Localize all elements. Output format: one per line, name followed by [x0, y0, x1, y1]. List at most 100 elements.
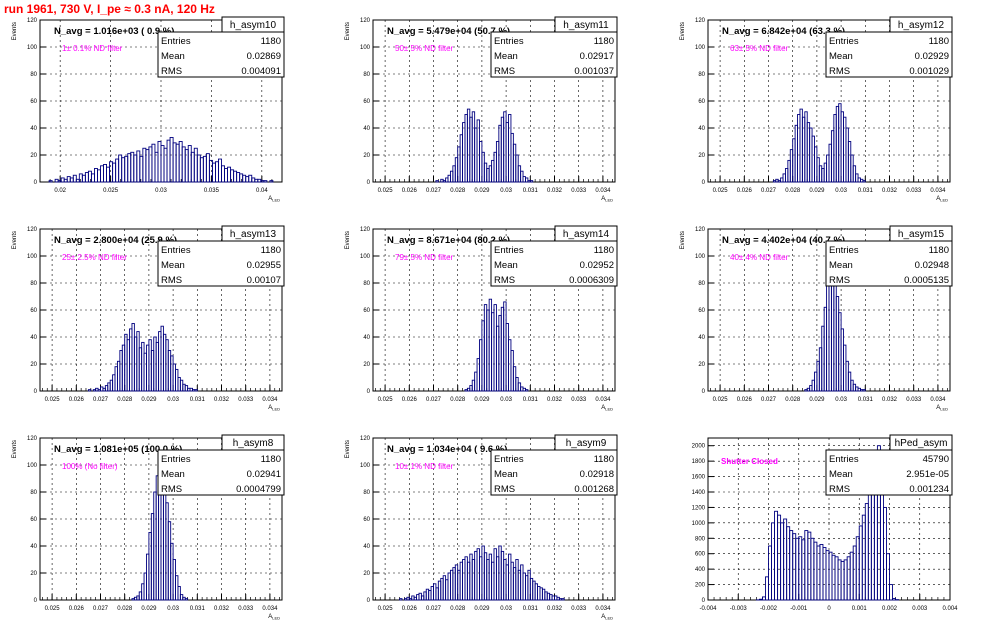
stats-key: Entries — [161, 245, 191, 256]
x-tick-label: 0.026 — [402, 188, 418, 194]
y-tick-label: 20 — [363, 153, 370, 159]
x-tick-label: 0.034 — [262, 606, 278, 612]
navg-label: N_avg = 8.671e+04 (80.2 %) — [387, 235, 510, 246]
y-tick-label: 120 — [27, 436, 38, 442]
histogram-name: h_asym14 — [563, 229, 610, 240]
panel-h_asym14: 0.025 0.026 0.027 0.028 0.029 0.03 0.031 0.032 0… — [345, 225, 618, 412]
y-axis-label: Events — [680, 22, 686, 40]
y-tick-label: 1800 — [692, 459, 706, 465]
stats-table — [490, 31, 618, 78]
x-tick-label: 0.029 — [141, 606, 157, 612]
x-tick-label: 0.04 — [256, 188, 268, 194]
x-tick-label: 0.032 — [547, 397, 563, 403]
x-tick-label: 0.03 — [835, 188, 847, 194]
x-axis-label: ALED — [268, 614, 280, 621]
x-tick-label: 0 — [827, 606, 831, 612]
y-tick-label: 0 — [34, 180, 38, 186]
x-tick-label: 0.032 — [547, 188, 563, 194]
x-tick-label: 0.025 — [45, 397, 61, 403]
histogram-bin — [194, 389, 198, 392]
y-tick-label: 20 — [363, 571, 370, 577]
x-tick-label: 0.025 — [45, 606, 61, 612]
y-tick-label: 1200 — [692, 505, 706, 511]
x-tick-label: 0.034 — [595, 606, 611, 612]
x-tick-label: 0.027 — [426, 188, 442, 194]
x-tick-label: -0.002 — [760, 606, 778, 612]
y-tick-label: 60 — [363, 517, 370, 523]
y-tick-label: 120 — [695, 18, 706, 24]
y-axis-label: Events — [345, 22, 351, 40]
x-tick-label: 0.029 — [141, 397, 157, 403]
stats-value: 2.951e-05 — [906, 469, 949, 480]
x-tick-label: 0.003 — [912, 606, 928, 612]
stats-box: hPed_asym Entries 45790 Mean 2.951e-05 RMS 0.0… — [825, 434, 953, 496]
x-tick-label: 0.033 — [906, 188, 922, 194]
y-tick-label: 0 — [367, 598, 371, 604]
stats-key: RMS — [494, 66, 515, 77]
stats-table — [157, 31, 285, 78]
y-tick-label: 80 — [698, 281, 705, 287]
filter-note: 25± 2.5% ND filter — [62, 253, 127, 262]
y-tick-label: 0 — [702, 389, 706, 395]
histogram-bin — [525, 177, 529, 183]
x-tick-label: 0.027 — [761, 397, 777, 403]
x-tick-label: 0.031 — [523, 188, 539, 194]
stats-box: h_asym9 Entries 1180 Mean 0.02918 RMS 0.001268 — [490, 434, 618, 496]
histogram-bin — [758, 598, 763, 601]
x-tick-label: 0.027 — [93, 397, 109, 403]
stats-key: Mean — [494, 260, 518, 271]
y-tick-label: 0 — [367, 180, 371, 186]
y-tick-label: 20 — [698, 153, 705, 159]
x-tick-label: 0.03 — [500, 606, 512, 612]
y-tick-label: 40 — [363, 335, 370, 341]
y-tick-label: 120 — [27, 227, 38, 233]
x-tick-label: 0.029 — [474, 397, 490, 403]
stats-box: h_asym10 Entries 1180 Mean 0.02869 RMS 0.00409… — [157, 16, 285, 78]
y-tick-label: 0 — [367, 389, 371, 395]
stats-box: h_asym8 Entries 1180 Mean 0.02941 RMS 0.000479… — [157, 434, 285, 496]
x-tick-label: 0.03 — [500, 397, 512, 403]
x-tick-label: 0.03 — [167, 397, 179, 403]
x-tick-label: 0.031 — [190, 397, 206, 403]
x-tick-label: 0.03 — [500, 188, 512, 194]
y-tick-label: 80 — [30, 490, 37, 496]
stats-key: Mean — [829, 260, 853, 271]
x-tick-label: 0.026 — [69, 606, 85, 612]
y-axis-label: Events — [680, 231, 686, 249]
stats-table — [490, 240, 618, 287]
y-tick-label: 1000 — [692, 521, 706, 527]
panel-h_asym11: 0.025 0.026 0.027 0.028 0.029 0.03 0.031 0.032 0… — [345, 16, 618, 203]
run-title: run 1961, 730 V, I_pe ≈ 0.3 nA, 120 Hz — [4, 2, 215, 16]
y-tick-label: 20 — [698, 362, 705, 368]
y-tick-label: 100 — [27, 463, 38, 469]
stats-key: Mean — [494, 51, 518, 62]
x-tick-label: 0.026 — [737, 188, 753, 194]
x-tick-label: 0.032 — [214, 397, 230, 403]
y-tick-label: 60 — [363, 99, 370, 105]
y-tick-label: 40 — [698, 335, 705, 341]
histogram-bin — [435, 180, 439, 183]
panel-h_asym12: 0.025 0.026 0.027 0.028 0.029 0.03 0.031 0.032 0… — [680, 16, 953, 203]
stats-value: 0.02918 — [580, 469, 614, 480]
x-tick-label: 0.002 — [882, 606, 898, 612]
x-axis-label: ALED — [936, 405, 948, 412]
y-axis-label: Events — [12, 231, 18, 249]
histogram-bin — [263, 180, 268, 183]
x-tick-label: 0.028 — [117, 397, 133, 403]
stats-box: h_asym11 Entries 1180 Mean 0.02917 RMS 0.00103… — [490, 16, 618, 78]
x-tick-label: 0.033 — [571, 606, 587, 612]
stats-key: Mean — [829, 51, 853, 62]
stats-key: Entries — [161, 454, 191, 465]
stats-key: RMS — [161, 484, 182, 495]
x-tick-label: 0.001 — [852, 606, 868, 612]
panel-h_asym9: 0.025 0.026 0.027 0.028 0.029 0.03 0.031 0.032 0… — [345, 434, 618, 621]
y-tick-label: 120 — [27, 18, 38, 24]
histogram-bin — [561, 598, 565, 601]
y-tick-label: 100 — [360, 463, 371, 469]
x-tick-label: 0.031 — [858, 188, 874, 194]
y-axis-label: Events — [12, 22, 18, 40]
y-tick-label: 100 — [695, 45, 706, 51]
y-tick-label: 20 — [30, 153, 37, 159]
stats-value: 1180 — [261, 245, 281, 256]
